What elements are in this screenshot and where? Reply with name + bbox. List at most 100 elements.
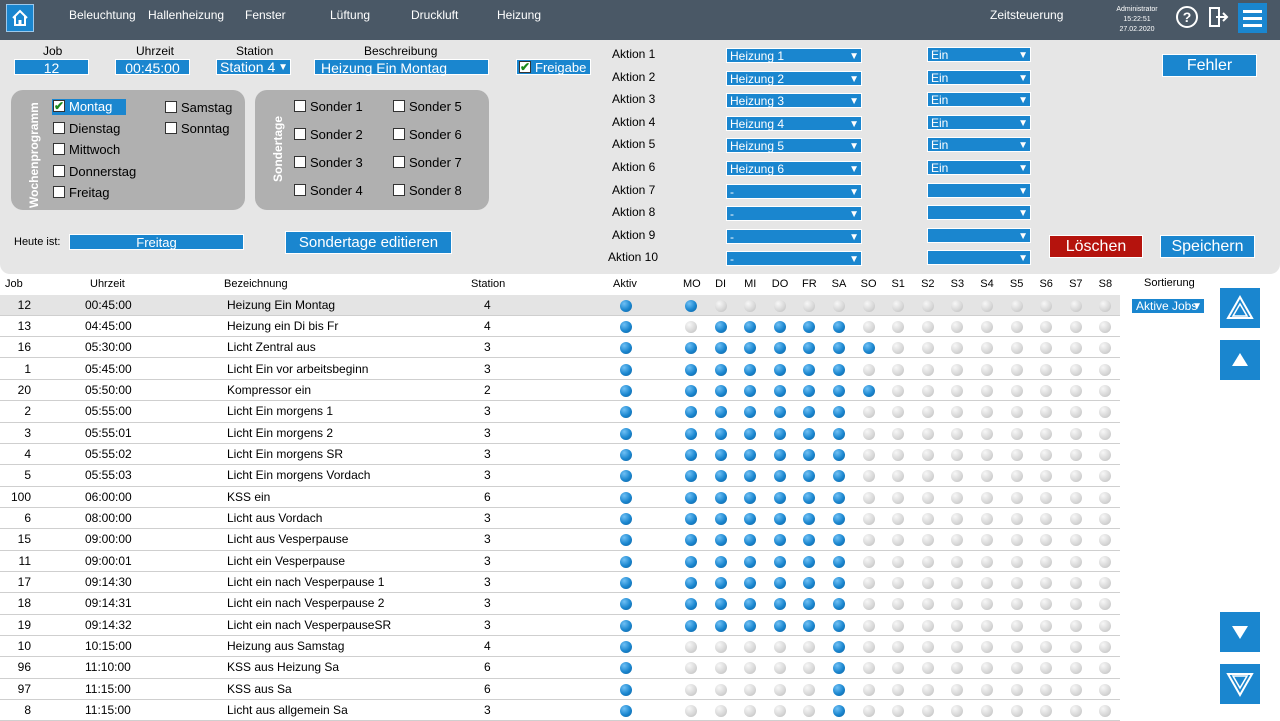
action-select[interactable]: Heizung 6 ▼	[726, 161, 862, 176]
action-state-select[interactable]: Ein ▼	[927, 160, 1031, 175]
description-input[interactable]: Heizung Ein Montag	[314, 59, 489, 76]
nav-fenster[interactable]: Fenster	[245, 8, 286, 22]
edit-special-days-button[interactable]: Sondertage editieren	[285, 231, 452, 254]
col-header-time[interactable]: Uhrzeit	[90, 278, 125, 290]
day-indicator	[1099, 555, 1112, 568]
action-state-select[interactable]: ▼	[927, 227, 1031, 243]
user-name: Administrator	[1116, 6, 1158, 13]
table-row[interactable]: 97 11:15:00 KSS aus Sa 6	[0, 679, 1120, 701]
nav-lueftung[interactable]: Lüftung	[330, 8, 371, 22]
nav-heizung[interactable]: Heizung	[497, 8, 542, 22]
day-checkbox-freitag[interactable]: Freitag	[53, 185, 109, 200]
scroll-top-button[interactable]	[1220, 288, 1260, 328]
nav-zeitsteuerung[interactable]: Zeitsteuerung	[990, 8, 1064, 22]
scroll-up-button[interactable]	[1220, 340, 1260, 380]
table-row[interactable]: 11 09:00:01 Licht ein Vesperpause 3	[0, 551, 1120, 572]
table-row[interactable]: 6 08:00:00 Licht aus Vordach 3	[0, 508, 1120, 530]
special-checkbox-4[interactable]: Sonder 4	[294, 183, 363, 198]
table-row[interactable]: 1 05:45:00 Licht Ein vor arbeitsbeginn 3	[0, 359, 1120, 380]
table-row[interactable]: 15 09:00:00 Licht aus Vesperpause 3	[0, 529, 1120, 551]
special-checkbox-7[interactable]: Sonder 7	[393, 155, 462, 170]
table-row[interactable]: 16 05:30:00 Licht Zentral aus 3	[0, 337, 1120, 359]
action-select[interactable]: - ▼	[726, 183, 862, 199]
sort-select[interactable]: Aktive Jobs ▼	[1131, 298, 1205, 314]
action-select[interactable]: - ▼	[726, 251, 862, 267]
col-header-job[interactable]: Job	[5, 278, 23, 290]
action-state-select[interactable]: ▼	[927, 205, 1031, 221]
special-checkbox-3[interactable]: Sonder 3	[294, 155, 363, 170]
action-state-select[interactable]: Ein ▼	[927, 92, 1031, 108]
time-input[interactable]: 00:45:00	[115, 59, 190, 76]
job-cell: 15	[17, 532, 31, 547]
col-header-station[interactable]: Station	[471, 278, 506, 290]
day-indicator	[803, 363, 816, 376]
day-checkbox-dienstag[interactable]: Dienstag	[53, 121, 120, 136]
menu-icon[interactable]	[1238, 3, 1267, 33]
station-cell: 3	[484, 553, 491, 568]
action-select[interactable]: Heizung 4 ▼	[726, 115, 862, 131]
table-row[interactable]: 20 05:50:00 Kompressor ein 2	[0, 380, 1120, 402]
day-indicator	[773, 448, 786, 461]
action-state-select[interactable]: Ein ▼	[927, 114, 1031, 130]
action-select[interactable]: Heizung 1 ▼	[726, 48, 862, 63]
station-select[interactable]: Station 4 ▼	[216, 59, 291, 75]
nav-beleuchtung[interactable]: Beleuchtung	[69, 8, 136, 22]
nav-druckluft[interactable]: Druckluft	[411, 8, 459, 22]
scroll-down-button[interactable]	[1220, 612, 1260, 652]
table-row[interactable]: 18 09:14:31 Licht ein nach Vesperpause 2 3	[0, 593, 1120, 615]
help-icon[interactable]: ?	[1176, 6, 1198, 28]
action-select[interactable]: - ▼	[726, 206, 862, 222]
day-checkbox-mittwoch[interactable]: Mittwoch	[53, 142, 120, 157]
action-state-select[interactable]: Ein ▼	[927, 137, 1031, 153]
release-checkbox[interactable]: Freigabe	[516, 59, 591, 75]
action-select[interactable]: Heizung 2 ▼	[726, 70, 862, 86]
nav-hallenheizung[interactable]: Hallenheizung	[148, 8, 225, 22]
action-state-select[interactable]: Ein ▼	[927, 69, 1031, 85]
action-select[interactable]: Heizung 3 ▼	[726, 93, 862, 109]
day-indicator	[833, 448, 845, 461]
special-checkbox-1[interactable]: Sonder 1	[294, 99, 363, 114]
table-row[interactable]: 4 05:55:02 Licht Ein morgens SR 3	[0, 444, 1120, 466]
day-checkbox-sonntag[interactable]: Sonntag	[165, 121, 229, 136]
table-row[interactable]: 5 05:55:03 Licht Ein morgens Vordach 3	[0, 465, 1120, 487]
home-button[interactable]	[6, 4, 34, 32]
table-row[interactable]: 100 06:00:00 KSS ein 6	[0, 487, 1120, 508]
table-row[interactable]: 19 09:14:32 Licht ein nach VesperpauseSR 3	[0, 615, 1120, 637]
day-indicator	[803, 534, 816, 547]
action-state-select[interactable]: ▼	[927, 182, 1031, 198]
table-row[interactable]: 2 05:55:00 Licht Ein morgens 1 3	[0, 401, 1120, 423]
day-header: S5	[1009, 278, 1024, 290]
day-checkbox-samstag[interactable]: Samstag	[165, 100, 232, 115]
special-checkbox-6[interactable]: Sonder 6	[393, 127, 462, 142]
action-select[interactable]: - ▼	[726, 228, 862, 244]
error-button[interactable]: Fehler	[1162, 54, 1257, 77]
special-checkbox-5[interactable]: Sonder 5	[393, 99, 462, 114]
day-checkbox-donnerstag[interactable]: Donnerstag	[53, 164, 136, 179]
scroll-bottom-button[interactable]	[1220, 664, 1260, 704]
table-row[interactable]: 13 04:45:00 Heizung ein Di bis Fr 4	[0, 316, 1120, 338]
action-select[interactable]: Heizung 5 ▼	[726, 138, 862, 154]
day-indicator	[892, 555, 905, 568]
save-button[interactable]: Speichern	[1160, 235, 1255, 258]
action-state-select[interactable]: ▼	[927, 250, 1031, 266]
col-header-name[interactable]: Bezeichnung	[224, 278, 288, 290]
table-row[interactable]: 96 11:10:00 KSS aus Heizung Sa 6	[0, 657, 1120, 679]
table-row[interactable]: 12 00:45:00 Heizung Ein Montag 4	[0, 294, 1120, 316]
col-header-active[interactable]: Aktiv	[613, 278, 637, 290]
logout-icon[interactable]	[1207, 6, 1229, 28]
day-checkbox-montag[interactable]: Montag	[52, 98, 126, 115]
day-indicator	[892, 641, 905, 654]
day-indicator	[833, 363, 845, 376]
special-checkbox-2[interactable]: Sonder 2	[294, 127, 363, 142]
action-state-select[interactable]: Ein ▼	[927, 47, 1031, 62]
table-row[interactable]: 8 11:15:00 Licht aus allgemein Sa 3	[0, 700, 1120, 721]
table-row[interactable]: 17 09:14:30 Licht ein nach Vesperpause 1 3	[0, 572, 1120, 594]
job-edit-panel: Job 12 Uhrzeit 00:45:00 Station Station …	[0, 40, 1280, 274]
delete-button[interactable]: Löschen	[1049, 235, 1143, 258]
job-input[interactable]: 12	[14, 59, 89, 76]
special-checkbox-8[interactable]: Sonder 8	[393, 183, 462, 198]
table-row[interactable]: 10 10:15:00 Heizung aus Samstag 4	[0, 636, 1120, 658]
day-indicator	[1040, 619, 1053, 632]
table-row[interactable]: 3 05:55:01 Licht Ein morgens 2 3	[0, 423, 1120, 444]
day-indicator	[773, 342, 786, 355]
